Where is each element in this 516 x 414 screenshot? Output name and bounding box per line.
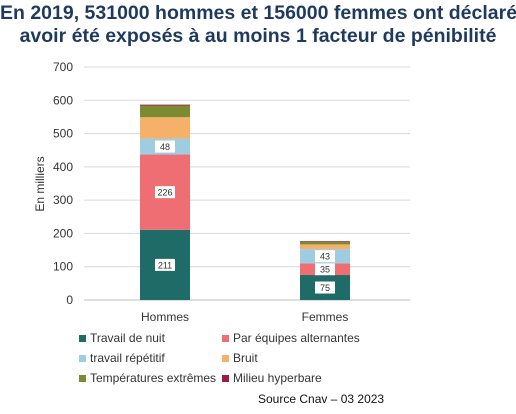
legend-swatch	[222, 334, 229, 342]
data-label-box	[155, 186, 175, 199]
legend-label: travail répétitif	[90, 351, 165, 365]
legend-swatch	[79, 354, 86, 362]
data-label: 43	[320, 252, 330, 262]
legend-swatch	[222, 354, 229, 362]
x-tick-label: Hommes	[141, 310, 189, 324]
y-tick-label: 700	[53, 60, 73, 74]
y-tick-label: 400	[53, 160, 73, 174]
y-axis-label: En milliers	[33, 156, 47, 211]
bar-segment	[300, 241, 350, 245]
data-label: 226	[157, 188, 172, 198]
legend-item: Températures extrêmes	[79, 371, 216, 385]
legend-item: Par équipes alternantes	[222, 331, 360, 345]
legend-swatch	[79, 374, 86, 382]
data-label: 35	[320, 265, 330, 275]
y-tick-label: 500	[53, 127, 73, 141]
x-tick-label: Femmes	[302, 310, 349, 324]
data-label-box	[315, 250, 335, 263]
y-tick-label: 600	[53, 93, 73, 107]
legend-item: travail répétitif	[79, 351, 165, 365]
legend-label: Par équipes alternantes	[233, 331, 360, 345]
data-label-box	[315, 263, 335, 276]
bar-segment	[300, 241, 350, 242]
title-line-1: En 2019, 531000 hommes et 156000 femmes …	[0, 2, 516, 24]
data-label-box	[155, 140, 175, 153]
chart-title: En 2019, 531000 hommes et 156000 femmes …	[0, 2, 516, 48]
data-label: 75	[320, 283, 330, 293]
data-label-box	[155, 258, 175, 271]
legend-label: Travail de nuit	[90, 331, 165, 345]
bar-segment	[140, 105, 190, 118]
legend-item: Milieu hyperbare	[222, 371, 322, 385]
data-label: 48	[160, 142, 170, 152]
source-note: Source Cnav – 03 2023	[258, 392, 385, 406]
bar-segment	[140, 117, 190, 139]
legend-label: Milieu hyperbare	[233, 371, 322, 385]
legend-label: Bruit	[233, 351, 258, 365]
data-label: 211	[158, 260, 172, 270]
legend-swatch	[222, 374, 229, 382]
title-line-2: avoir été exposés à au moins 1 facteur d…	[19, 25, 497, 47]
y-tick-label: 200	[53, 226, 73, 240]
y-tick-label: 300	[53, 193, 73, 207]
y-tick-label: 100	[53, 260, 73, 274]
bar-segment	[300, 244, 350, 250]
y-tick-label: 0	[66, 293, 73, 307]
legend-item: Travail de nuit	[79, 331, 165, 345]
data-label-box	[315, 281, 335, 294]
bar-segment	[140, 104, 190, 106]
legend-swatch	[79, 334, 86, 342]
legend-label: Températures extrêmes	[90, 371, 217, 385]
legend-item: Bruit	[222, 351, 258, 365]
